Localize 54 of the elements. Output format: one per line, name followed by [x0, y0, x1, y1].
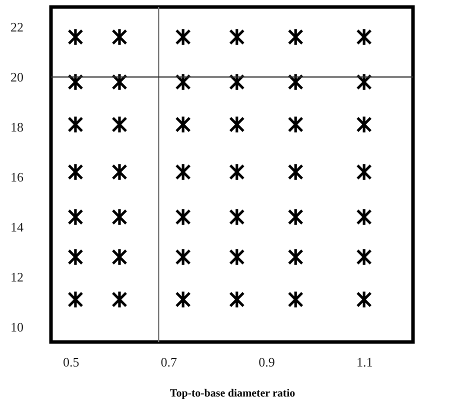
point [288, 115, 304, 134]
point [175, 248, 191, 266]
point [112, 290, 128, 309]
point [288, 72, 304, 92]
point [356, 28, 372, 46]
y-tick-label: 12 [10, 270, 24, 284]
point [112, 115, 128, 134]
point [175, 28, 191, 46]
point [356, 290, 372, 309]
point [229, 290, 245, 309]
point [68, 208, 84, 226]
point [288, 28, 304, 46]
point [175, 72, 191, 92]
y-tick-label: 22 [10, 20, 24, 34]
point [112, 162, 128, 182]
point [175, 208, 191, 226]
point [68, 72, 84, 92]
x-tick-label: 0.7 [160, 354, 178, 370]
y-tick-label: 10 [10, 320, 24, 334]
point [68, 162, 84, 182]
point [68, 115, 84, 134]
point [356, 162, 372, 182]
point [229, 72, 245, 92]
point [288, 162, 304, 182]
point [68, 28, 84, 46]
point [175, 115, 191, 134]
y-tick-label: 20 [10, 70, 24, 84]
point [356, 115, 372, 134]
point [356, 72, 372, 92]
point [229, 28, 245, 46]
y-tick-label: 18 [10, 120, 24, 134]
point [356, 248, 372, 266]
point [112, 72, 128, 92]
x-tick-label: 1.1 [356, 354, 373, 370]
point [288, 248, 304, 266]
x-tick-label: 0.5 [62, 354, 80, 370]
point [112, 28, 128, 46]
point [68, 248, 84, 266]
point [356, 208, 372, 226]
point [112, 208, 128, 226]
x-axis-title: Top-to-base diameter ratio [170, 388, 296, 400]
point [175, 162, 191, 182]
y-tick-label: 16 [10, 170, 24, 184]
point [175, 290, 191, 309]
point [229, 115, 245, 134]
point [68, 290, 84, 309]
point [288, 290, 304, 309]
point [229, 208, 245, 226]
x-tick-label: 0.9 [258, 354, 275, 370]
y-tick-label: 14 [10, 220, 24, 234]
point [288, 208, 304, 226]
point [229, 248, 245, 266]
point [229, 162, 245, 182]
point [112, 248, 128, 266]
